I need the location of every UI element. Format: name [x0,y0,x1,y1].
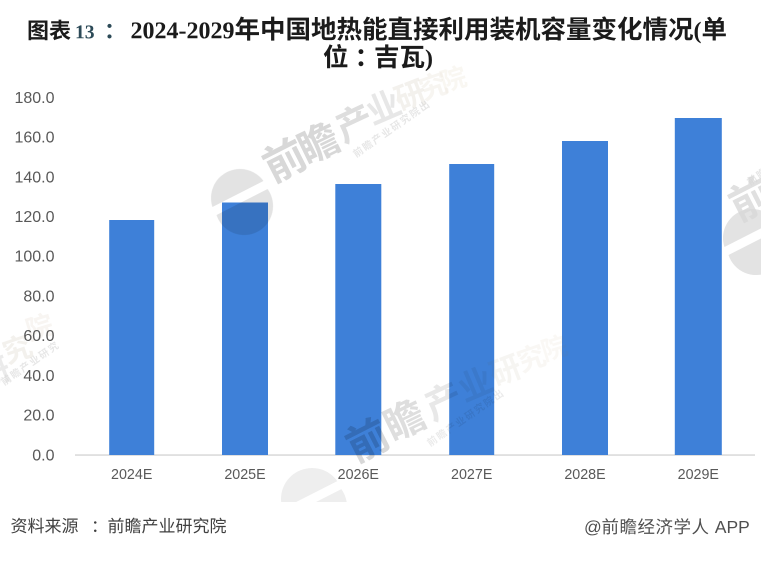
svg-text:40.0: 40.0 [23,368,54,385]
svg-text:20.0: 20.0 [23,408,54,425]
svg-text:120.0: 120.0 [14,209,54,226]
svg-text:2024E: 2024E [111,467,152,483]
svg-text:100.0: 100.0 [14,249,54,266]
svg-text:160.0: 160.0 [14,130,54,147]
svg-text:0.0: 0.0 [32,447,54,464]
svg-text:2029E: 2029E [678,467,719,483]
svg-text:2028E: 2028E [564,467,605,483]
svg-text:180.0: 180.0 [14,90,54,107]
svg-text:60.0: 60.0 [23,328,54,345]
svg-text:80.0: 80.0 [23,288,54,305]
svg-text:140.0: 140.0 [14,169,54,186]
svg-text:2025E: 2025E [224,467,265,483]
svg-text:2026E: 2026E [338,467,379,483]
svg-text:2027E: 2027E [451,467,492,483]
